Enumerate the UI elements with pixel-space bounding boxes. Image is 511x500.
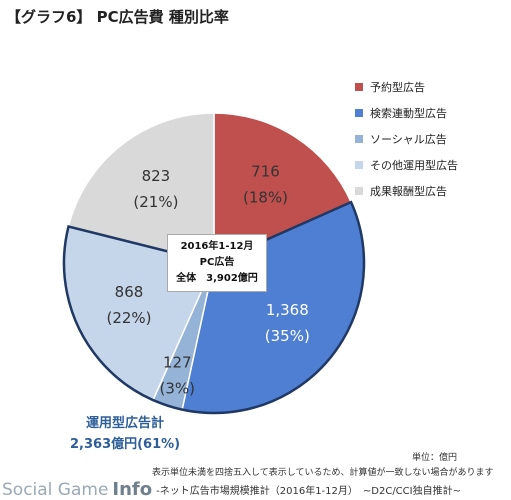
legend-label: ソーシャル広告	[370, 133, 447, 146]
unit-label: 単位：億円	[411, 453, 457, 463]
pie-slice	[213, 112, 353, 265]
footer: Social Game Info -ネット広告市場規模推計（2016年1-12月…	[0, 476, 511, 500]
total-category: PC広告	[199, 257, 235, 268]
chart-title: 【グラフ6】 PC広告費 種別比率	[6, 8, 229, 26]
group-callout-title: 運用型広告計	[86, 416, 165, 431]
legend-item: 成果報酬型広告	[355, 178, 458, 204]
legend-swatch	[355, 135, 363, 143]
total-box: 2016年1-12月 PC広告 全体 3,902億円	[167, 234, 267, 292]
legend-item: 予約型広告	[355, 74, 458, 100]
group-outline	[62, 200, 366, 415]
legend-label: その他運用型広告	[370, 159, 458, 172]
pie-percent-label: (3%)	[160, 380, 196, 398]
legend-swatch	[355, 109, 363, 117]
legend: 予約型広告検索連動型広告 ソーシャル広告 その他運用型広告 成果報酬型広告	[355, 74, 458, 204]
pie-percent-label: (18%)	[243, 188, 288, 206]
pie-value-label: 1,368	[266, 301, 309, 319]
legend-label: 検索連動型広告	[370, 107, 447, 120]
source-note: -ネット広告市場規模推計（2016年1-12月） ~D2C/CCI独自推計~	[156, 486, 461, 497]
legend-swatch	[355, 187, 363, 195]
total-value: 全体 3,902億円	[176, 273, 258, 284]
legend-item: その他運用型広告	[355, 152, 458, 178]
total-period: 2016年1-12月	[180, 241, 254, 252]
watermark-social: Social Game	[2, 480, 109, 500]
legend-swatch	[355, 161, 363, 169]
pie-slice	[67, 112, 215, 264]
group-callout: 運用型広告計 2,363億円(61%)	[70, 413, 180, 455]
pie-percent-label: (21%)	[133, 193, 178, 211]
legend-swatch	[355, 83, 363, 91]
legend-item: ソーシャル広告	[355, 126, 458, 152]
pie-percent-label: (35%)	[265, 327, 310, 345]
pie-percent-label: (22%)	[106, 309, 151, 327]
watermark-info: Info	[112, 479, 153, 500]
legend-item: 検索連動型広告	[355, 100, 458, 126]
pie-value-label: 868	[115, 283, 144, 301]
legend-label: 成果報酬型広告	[370, 185, 447, 198]
pie-value-label: 127	[163, 354, 192, 372]
legend-label: 予約型広告	[370, 81, 425, 94]
rounding-note: 表示単位未満を四捨五入して表示しているため、計算値が一致しない場合があります	[152, 468, 494, 478]
group-callout-value: 2,363億円(61%)	[70, 437, 181, 452]
pie-value-label: 823	[142, 167, 171, 185]
pie-value-label: 716	[251, 162, 280, 180]
